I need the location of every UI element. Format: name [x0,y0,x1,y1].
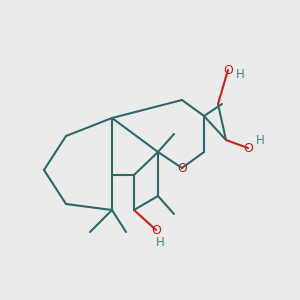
Text: H: H [256,134,264,146]
Text: H: H [156,236,164,248]
Text: O: O [223,64,233,76]
Text: O: O [177,161,187,175]
Text: O: O [243,142,253,154]
Text: O: O [151,224,161,236]
Text: H: H [236,68,244,80]
